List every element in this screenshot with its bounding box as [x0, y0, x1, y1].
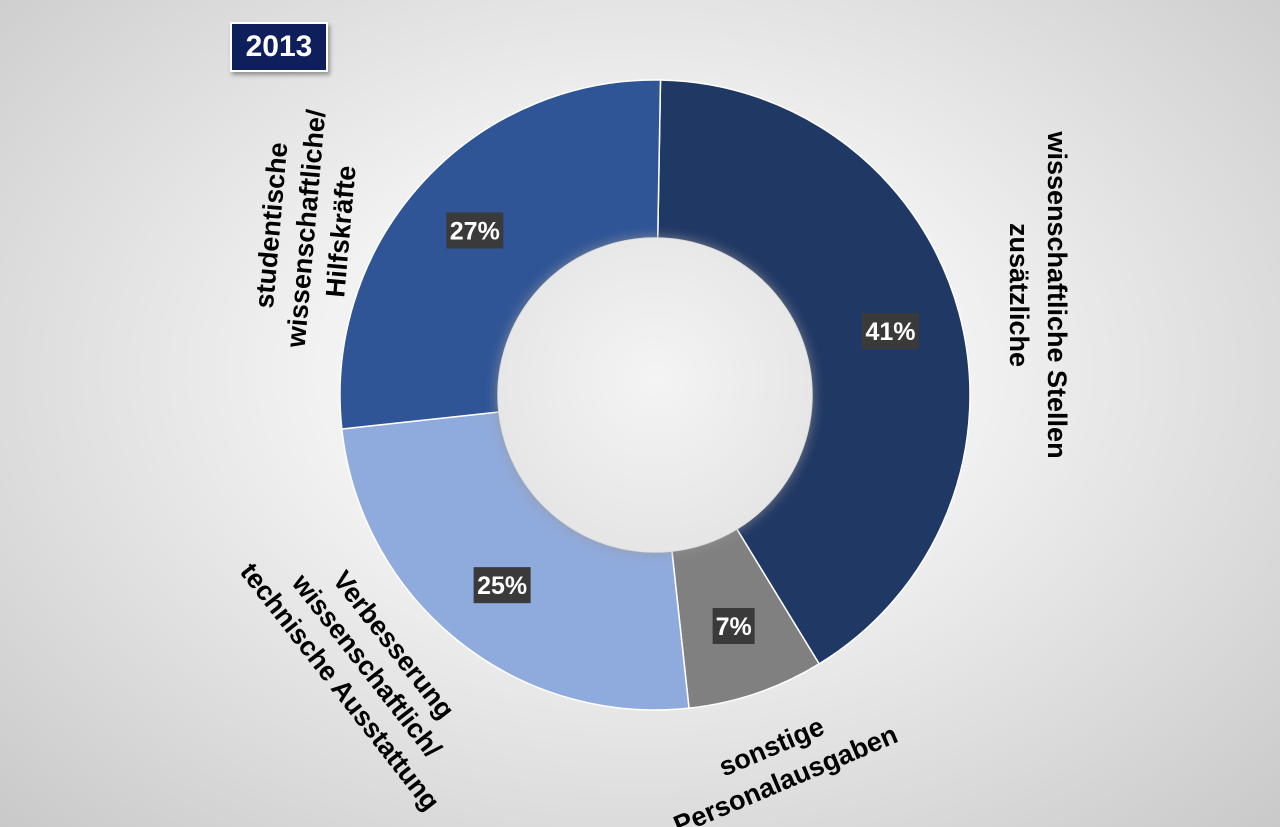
pct-label-ausstattung: 25% [473, 567, 531, 604]
percentage-labels: 41% 7% 25% 27% [446, 212, 919, 644]
category-label-stellen-line1: zusätzliche [1004, 223, 1034, 367]
category-label-hilfskraefte: studentische wissenschaftliche/ Hilfskrä… [249, 108, 362, 350]
donut-hole [498, 238, 812, 552]
pct-label-text-stellen: 41% [865, 318, 915, 346]
category-label-stellen-line2: wissenschaftliche Stellen [1042, 130, 1072, 458]
category-label-hilfskraefte-line3: Hilfskräfte [320, 164, 361, 298]
category-label-stellen: zusätzliche wissenschaftliche Stellen [1004, 130, 1072, 458]
pct-label-stellen: 41% [861, 313, 919, 350]
pct-label-hilfskraefte: 27% [446, 212, 504, 249]
pct-label-text-sonstige: 7% [716, 613, 752, 641]
pct-label-text-ausstattung: 25% [477, 572, 527, 600]
pct-label-text-hilfskraefte: 27% [450, 217, 500, 245]
pct-label-sonstige: 7% [712, 607, 755, 644]
year-badge: 2013 [230, 22, 328, 72]
